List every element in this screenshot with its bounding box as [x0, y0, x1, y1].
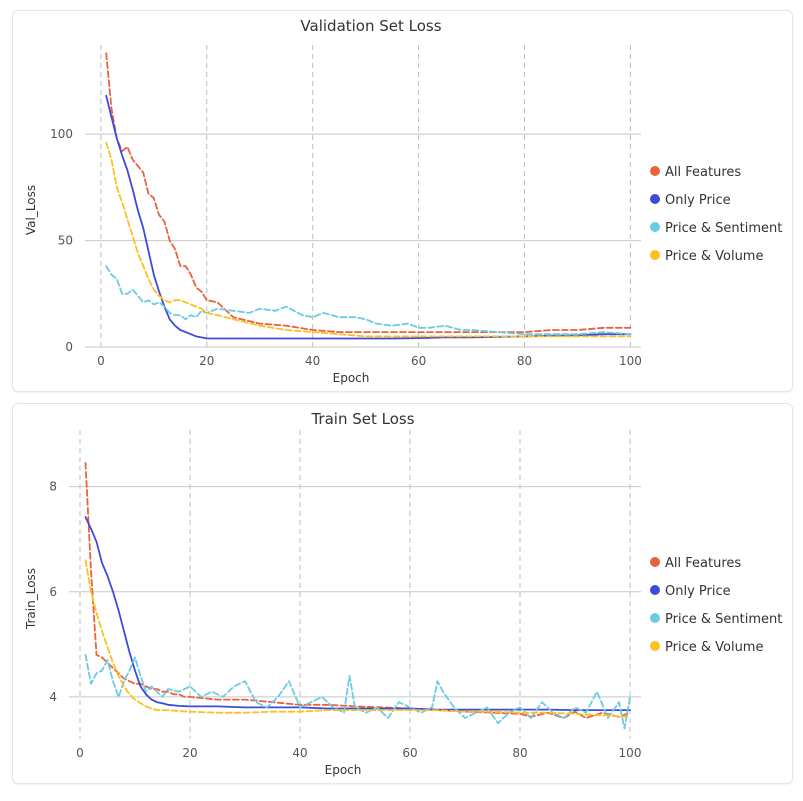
legend-entry: Only Price — [665, 193, 731, 208]
series-line-all-features — [105, 52, 632, 334]
x-tick-label: 40 — [305, 354, 320, 368]
x-tick-label: 80 — [512, 746, 527, 760]
y-tick-label: 8 — [49, 480, 57, 494]
y-tick-label: 100 — [50, 127, 73, 141]
x-axis-label: Epoch — [333, 371, 370, 385]
series-line-only-price — [105, 94, 632, 340]
chart-title: Train Set Loss — [310, 410, 414, 428]
validation-loss-chart: Validation Set Loss 0 50 100 0 20 40 60 80 100 Epo… — [24, 17, 782, 385]
series-line-all-features — [84, 462, 631, 719]
y-tick-label: 6 — [49, 585, 57, 599]
legend-marker — [650, 641, 660, 651]
legend-marker — [650, 166, 660, 176]
train-loss-chart-card: Train Set Loss 4 6 8 0 20 40 60 80 100 Epoch Train_… — [12, 403, 793, 784]
legend-marker — [650, 194, 660, 204]
x-axis-label: Epoch — [325, 763, 362, 777]
validation-loss-chart-card: Validation Set Loss 0 50 100 0 20 40 60 80 100 Epo… — [12, 10, 793, 392]
legend-entry: Price & Volume — [665, 249, 763, 264]
legend-marker — [650, 222, 660, 232]
x-tick-label: 80 — [517, 354, 532, 368]
legend-marker — [650, 557, 660, 567]
series-line-price-sentiment — [105, 265, 632, 336]
x-tick-label: 0 — [97, 354, 105, 368]
chart-title: Validation Set Loss — [300, 17, 441, 35]
x-tick-label: 100 — [619, 354, 642, 368]
y-axis-label: Train_Loss — [24, 568, 38, 630]
legend-marker — [650, 613, 660, 623]
x-tick-label: 0 — [76, 746, 84, 760]
series-line-price-volume — [105, 141, 632, 338]
legend-marker — [650, 250, 660, 260]
legend-entry: Only Price — [665, 584, 731, 599]
legend-entry: Price & Sentiment — [665, 221, 782, 236]
x-tick-label: 40 — [292, 746, 307, 760]
legend-entry: All Features — [665, 556, 741, 571]
legend-entry: All Features — [665, 165, 741, 180]
legend-entry: Price & Sentiment — [665, 612, 782, 627]
series-line-price-sentiment — [84, 653, 631, 730]
y-tick-label: 50 — [58, 234, 73, 248]
x-tick-label: 20 — [199, 354, 214, 368]
x-tick-label: 100 — [619, 746, 642, 760]
x-tick-label: 60 — [402, 746, 417, 760]
y-tick-label: 4 — [49, 690, 57, 704]
series-line-price-volume — [84, 559, 631, 718]
x-tick-label: 60 — [411, 354, 426, 368]
y-axis-label: Val_Loss — [24, 185, 38, 235]
legend-entry: Price & Volume — [665, 640, 763, 655]
x-tick-label: 20 — [182, 746, 197, 760]
y-tick-label: 0 — [65, 340, 73, 354]
legend-marker — [650, 585, 660, 595]
series-line-only-price — [84, 516, 631, 712]
